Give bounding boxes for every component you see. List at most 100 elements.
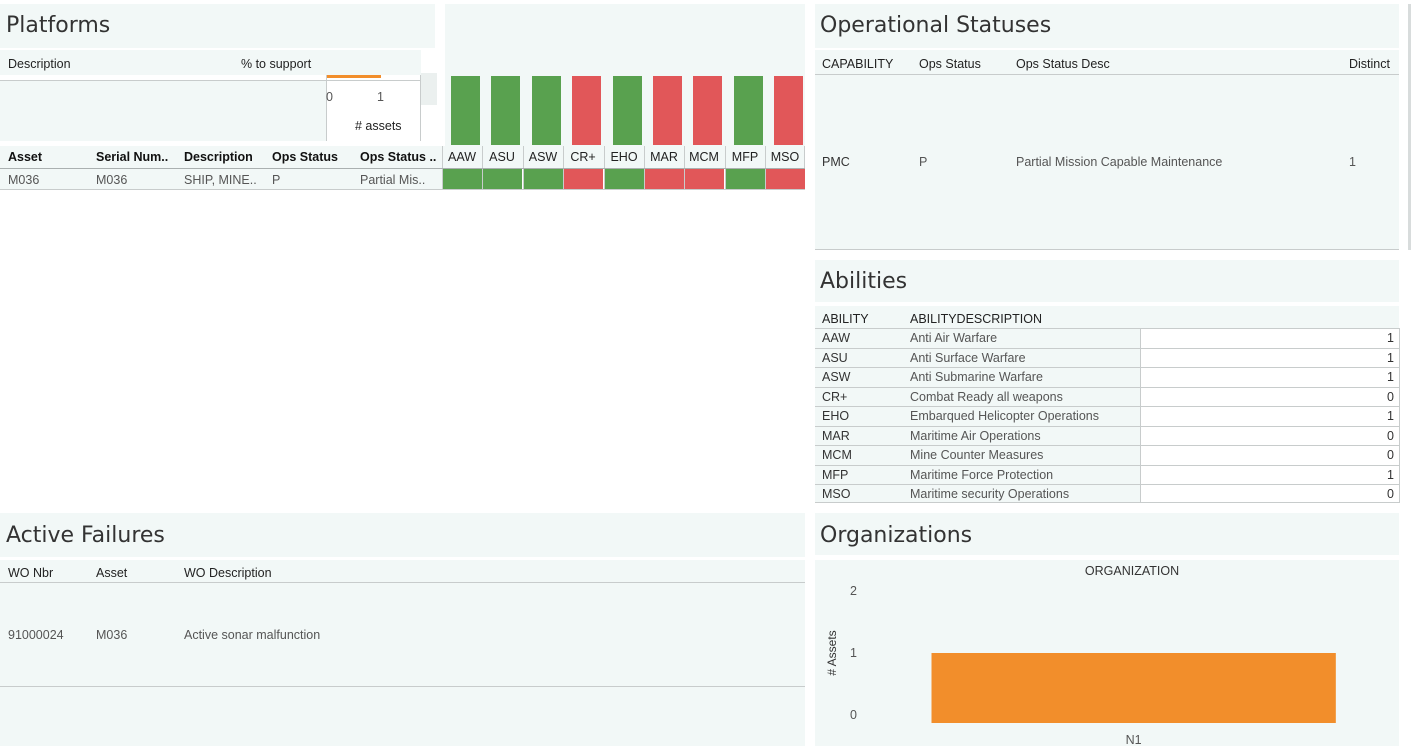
capability-bar-asw[interactable] (532, 76, 561, 145)
ability-description: Maritime security Operations (910, 487, 1070, 501)
ability-row[interactable]: ASW Anti Submarine Warfare 1 (815, 367, 1399, 387)
platforms-table-header (0, 146, 805, 168)
ability-row[interactable]: CR+ Combat Ready all weapons 0 (815, 387, 1399, 407)
platforms-summary-col-description: Description (8, 57, 71, 71)
capability-cell-mfp[interactable] (726, 169, 765, 189)
ability-description: Anti Submarine Warfare (910, 370, 1043, 384)
ability-row[interactable]: MCM Mine Counter Measures 0 (815, 445, 1399, 465)
assets-axis-tick-1: 1 (377, 90, 384, 104)
capability-cell-mar[interactable] (645, 169, 684, 189)
wo-row-asset: M036 (96, 628, 128, 642)
ability-row[interactable]: MFP Maritime Force Protection 1 (815, 465, 1399, 485)
ability-value: 0 (1387, 390, 1394, 404)
capability-cell-mso[interactable] (766, 169, 805, 189)
capability-bar-mso[interactable] (774, 76, 803, 145)
ability-value: 1 (1387, 331, 1394, 345)
ops-row-distinct: 1 (1349, 155, 1356, 169)
col-ability-description[interactable]: ABILITYDESCRIPTION (910, 312, 1042, 326)
ability-row[interactable]: MAR Maritime Air Operations 0 (815, 426, 1399, 446)
col-serial-number[interactable]: Serial Num.. (96, 150, 169, 164)
org-bar[interactable] (931, 653, 1336, 723)
ops-row-capability: PMC (822, 155, 850, 169)
capability-bar-mcm[interactable] (693, 76, 722, 145)
ability-value: 0 (1387, 448, 1394, 462)
capability-header-mcm[interactable]: MCM (689, 150, 719, 164)
ability-description: Mine Counter Measures (910, 448, 1044, 462)
capability-bar-eho[interactable] (613, 76, 642, 145)
col-ops-status[interactable]: Ops Status (272, 150, 338, 164)
ability-code: MAR (822, 429, 850, 443)
col-ops-status-desc-2[interactable]: Ops Status Desc (1016, 57, 1110, 71)
ability-row[interactable]: ASU Anti Surface Warfare 1 (815, 348, 1399, 368)
col-capability[interactable]: CAPABILITY (822, 57, 894, 71)
capability-header-crplus[interactable]: CR+ (570, 150, 596, 164)
platforms-summary-header (0, 50, 421, 75)
active-failures-panel (0, 513, 805, 746)
platforms-title-bar (0, 4, 435, 48)
capability-cell-eho[interactable] (605, 169, 644, 189)
row-description: SHIP, MINE.. (184, 173, 257, 187)
capability-header-mfp[interactable]: MFP (731, 150, 759, 164)
platforms-summary-highlight (421, 73, 437, 105)
platforms-summary-col-pct: % to support (241, 57, 312, 71)
capability-header-asw[interactable]: ASW (528, 150, 558, 164)
capability-header-aaw[interactable]: AAW (447, 150, 476, 164)
ops-row-status: P (919, 155, 928, 169)
org-category-label: N1 (1126, 733, 1142, 746)
platforms-table-row[interactable] (0, 169, 442, 189)
capability-header-asu[interactable]: ASU (489, 150, 515, 164)
ability-code: CR+ (822, 390, 848, 404)
active-failures-title: Active Failures (6, 523, 165, 548)
ability-row[interactable]: AAW Anti Air Warfare 1 (815, 328, 1399, 348)
capability-cell-asw[interactable] (524, 169, 563, 189)
ability-row[interactable]: MSO Maritime security Operations 0 (815, 484, 1399, 504)
row-asset: M036 (8, 173, 40, 187)
capability-cell-crplus[interactable] (564, 169, 603, 189)
ops-statuses-panel (815, 4, 1399, 250)
ability-code: ASW (822, 370, 851, 384)
organizations-title: Organizations (820, 523, 973, 548)
capability-cell-mcm[interactable] (685, 169, 724, 189)
capability-cell-aaw[interactable] (443, 169, 482, 189)
ability-description: Anti Air Warfare (910, 331, 998, 345)
org-chart-ylabel: # Assets (825, 630, 839, 675)
ops-scrollbar[interactable] (1408, 4, 1411, 250)
col-description[interactable]: Description (184, 150, 253, 164)
row-ops-status: P (272, 173, 281, 187)
capability-header-mso[interactable]: MSO (770, 150, 800, 164)
col-ability[interactable]: ABILITY (822, 312, 869, 326)
ability-value: 1 (1387, 409, 1394, 423)
col-distinct[interactable]: Distinct (1349, 57, 1390, 71)
capability-bar-aaw[interactable] (451, 76, 480, 145)
col-ops-status-desc[interactable]: Ops Status .. (360, 150, 437, 164)
ability-description: Embarqued Helicopter Operations (910, 409, 1099, 423)
ability-description: Combat Ready all weapons (910, 390, 1063, 404)
assets-axis-label: # assets (355, 119, 402, 133)
capability-bar-mfp[interactable] (734, 76, 763, 145)
ability-code: EHO (822, 409, 850, 423)
capability-bar-crplus[interactable] (572, 76, 601, 145)
ability-code: ASU (822, 351, 848, 365)
ability-value: 1 (1387, 370, 1394, 384)
col-wo-asset[interactable]: Asset (96, 566, 128, 580)
col-wo-nbr[interactable]: WO Nbr (8, 566, 54, 580)
capability-header-mar[interactable]: MAR (650, 150, 678, 164)
ability-row[interactable]: EHO Embarqued Helicopter Operations 1 (815, 406, 1399, 426)
wo-row-description: Active sonar malfunction (184, 628, 321, 642)
capability-header-eho[interactable]: EHO (610, 150, 638, 164)
pct-to-support-bar (327, 75, 381, 78)
capability-cell-asu[interactable] (483, 169, 522, 189)
col-asset[interactable]: Asset (8, 150, 43, 164)
capability-bar-mar[interactable] (653, 76, 682, 145)
ability-description: Maritime Air Operations (910, 429, 1041, 443)
capability-bar-asu[interactable] (491, 76, 520, 145)
col-ops-status-2[interactable]: Ops Status (919, 57, 981, 71)
ops-row-status-desc: Partial Mission Capable Maintenance (1016, 155, 1223, 169)
abilities-title-bar (815, 260, 1399, 302)
ability-code: MSO (822, 487, 851, 501)
ability-code: MFP (822, 468, 849, 482)
organizations-title-bar (815, 513, 1399, 555)
col-wo-description[interactable]: WO Description (184, 566, 272, 580)
org-ytick-label: 0 (850, 708, 857, 722)
platforms-summary-body (0, 81, 326, 141)
